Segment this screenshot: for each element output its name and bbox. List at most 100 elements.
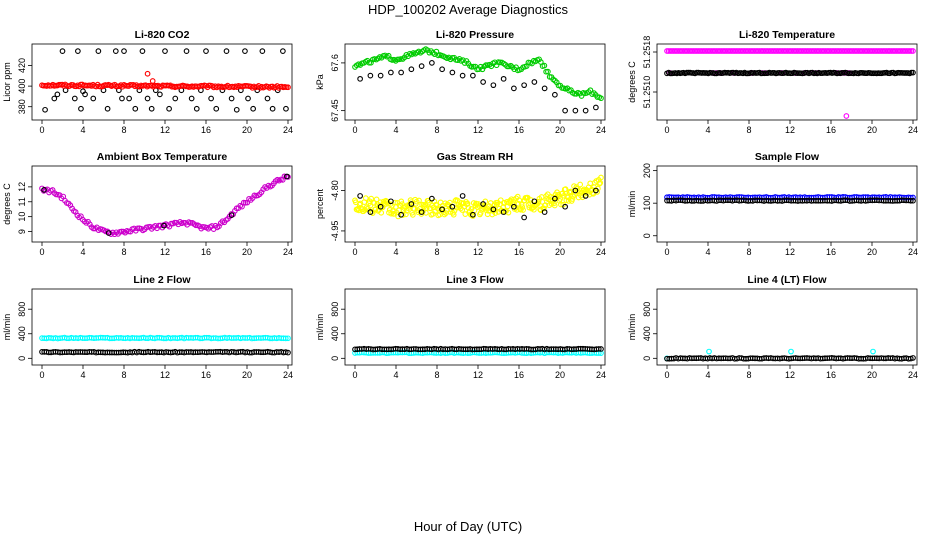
x-tick-label: 0 (664, 370, 669, 380)
y-tick-label: 67.45 (330, 99, 340, 122)
data-point (41, 187, 47, 193)
data-point (119, 95, 125, 102)
outlier-point (149, 78, 156, 84)
x-tick-label: 16 (826, 247, 836, 257)
y-tick-label: 400 (17, 79, 27, 94)
x-tick-label: 24 (283, 370, 293, 380)
data-point (582, 193, 589, 199)
data-point (377, 72, 384, 79)
data-point (132, 105, 139, 112)
data-point (910, 48, 916, 54)
plot-frame (344, 43, 606, 121)
data-point (78, 105, 84, 112)
y-tick-label: 51.2510 (642, 76, 652, 109)
data-point (439, 66, 445, 73)
x-tick-label: 24 (908, 370, 918, 380)
x-tick-label: 20 (242, 370, 252, 380)
panel-3: Li-820 Temperature 0 4 8 12 16 20 24 51.2510 51.2… (627, 29, 918, 135)
y-tick-label: 420 (17, 58, 27, 73)
y-axis-label: ml/min (627, 191, 637, 218)
data-point (112, 48, 119, 54)
panel-1: Li-820 CO2 0 4 8 12 16 20 24 380 400 420 Licor ppm (2, 29, 293, 135)
x-tick-label: 8 (434, 125, 439, 135)
x-tick-label: 8 (746, 247, 751, 257)
data-point (366, 59, 373, 66)
x-tick-label: 24 (596, 370, 606, 380)
data-point (82, 91, 88, 98)
data-point (706, 348, 712, 355)
y-tick-label: 0 (17, 356, 27, 361)
data-point (572, 187, 579, 194)
data-point (233, 106, 240, 113)
x-tick-label: 12 (785, 370, 795, 380)
data-point (104, 105, 111, 112)
data-point (357, 75, 363, 82)
data-point (228, 212, 235, 219)
data-point (597, 179, 604, 186)
data-point (511, 85, 517, 92)
data-point (596, 180, 603, 187)
plot-area (39, 173, 291, 238)
data-point (426, 199, 432, 206)
panel-7: Line 2 Flow 0 4 8 12 16 20 24 0 400 800 ml/min (2, 274, 293, 380)
x-tick-label: 4 (705, 370, 710, 380)
data-point (557, 196, 563, 202)
data-point (541, 85, 548, 92)
data-point (388, 69, 394, 76)
x-tick-label: 12 (473, 125, 483, 135)
y-tick-label: 11 (17, 197, 27, 206)
x-tick-label: 8 (121, 247, 126, 257)
x-tick-label: 12 (473, 370, 483, 380)
panel-9: Line 4 (LT) Flow 0 4 8 12 16 20 24 0 400 800 ml/min (627, 274, 918, 380)
x-tick-label: 4 (80, 247, 85, 257)
data-point (577, 181, 584, 188)
x-tick-label: 0 (352, 125, 357, 135)
data-point (870, 348, 876, 355)
data-point (408, 201, 415, 207)
data-point (598, 95, 604, 102)
x-tick-label: 4 (80, 125, 85, 135)
data-point (470, 72, 476, 79)
y-axis-label: ml/min (2, 314, 12, 341)
data-point (283, 105, 289, 112)
plot-area (664, 348, 916, 362)
x-tick-label: 12 (785, 125, 795, 135)
data-point (527, 197, 534, 203)
x-tick-label: 4 (80, 370, 85, 380)
data-point (910, 197, 916, 204)
data-point (480, 79, 486, 85)
x-tick-label: 16 (514, 125, 524, 135)
x-tick-label: 0 (664, 247, 669, 257)
x-tick-label: 20 (867, 370, 877, 380)
y-tick-label: 400 (642, 326, 652, 341)
data-point (418, 63, 425, 69)
x-tick-label: 0 (39, 125, 44, 135)
data-point (423, 205, 430, 211)
data-point (144, 95, 151, 102)
panel-4: Ambient Box Temperature 0 4 8 12 16 20 24 9 10 11 1… (2, 151, 293, 257)
x-tick-label: 24 (283, 247, 293, 257)
y-tick-label: 800 (642, 302, 652, 317)
data-point (531, 198, 538, 205)
y-tick-label: 800 (17, 302, 27, 317)
data-point (598, 346, 604, 352)
plot-frame (31, 165, 293, 243)
plot-area (352, 46, 604, 114)
data-point (593, 187, 599, 194)
data-point (59, 48, 66, 54)
data-point (552, 195, 558, 202)
panel-title: Sample Flow (755, 151, 820, 163)
panel-title: Li-820 CO2 (135, 29, 190, 41)
data-point (541, 209, 548, 215)
data-point (188, 95, 195, 102)
data-point (368, 195, 375, 202)
data-point (126, 95, 132, 102)
x-tick-label: 16 (826, 125, 836, 135)
x-tick-label: 4 (393, 247, 398, 257)
data-point (416, 197, 422, 204)
data-point (285, 335, 291, 342)
data-point (542, 202, 549, 208)
x-tick-label: 12 (473, 247, 483, 257)
data-point (250, 105, 256, 112)
plot-frame (656, 165, 918, 243)
